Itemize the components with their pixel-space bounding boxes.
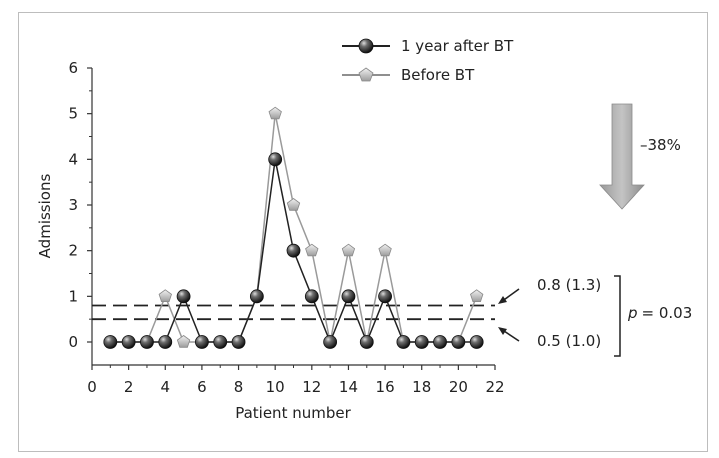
legend-marker-before (358, 67, 374, 82)
y-tick-label: 1 (68, 287, 78, 305)
p-value-text: = 0.03 (642, 304, 693, 322)
reduction-arrow (599, 103, 645, 210)
point-after (469, 335, 484, 349)
point-after (231, 335, 246, 349)
y-tick-label: 2 (68, 242, 78, 260)
x-tick-label: 20 (449, 378, 468, 396)
point-after (140, 335, 154, 349)
point-before (378, 243, 392, 257)
x-tick-label: 8 (234, 378, 244, 396)
x-tick-label: 12 (302, 378, 321, 396)
significance-bracket (614, 275, 621, 357)
legend-label-before: Before BT (401, 66, 475, 84)
x-tick-label: 22 (485, 378, 504, 396)
ref-label-lower: 0.5 (1.0) (537, 332, 601, 350)
legend: 1 year after BT Before BT (342, 37, 514, 84)
y-tick-label: 4 (68, 150, 78, 168)
x-tick-label: 0 (87, 378, 97, 396)
point-after (378, 289, 392, 304)
y-tick-label: 0 (68, 333, 78, 351)
point-after (195, 335, 209, 349)
x-tick-label: 10 (266, 378, 285, 396)
p-symbol: p (627, 304, 638, 322)
reduction-label: –38% (640, 136, 681, 154)
x-tick-label: 18 (412, 378, 431, 396)
point-before (268, 106, 282, 120)
y-tick-label: 6 (68, 59, 78, 77)
x-tick-label: 16 (376, 378, 395, 396)
y-tick-label: 5 (68, 105, 78, 123)
point-after (341, 289, 356, 304)
point-after (121, 335, 136, 349)
point-before (341, 243, 356, 257)
point-after (213, 335, 228, 349)
series-line-before (110, 113, 478, 343)
p-value: p = 0.03 (627, 304, 692, 322)
point-before (176, 335, 191, 348)
point-after (359, 335, 374, 349)
y-axis-label: Admissions (36, 174, 54, 259)
y-tick-label: 3 (68, 196, 78, 214)
legend-marker-after (358, 38, 374, 54)
point-after (286, 243, 301, 258)
chart-frame (18, 12, 708, 452)
point-after (103, 335, 118, 349)
x-tick-label: 6 (197, 378, 207, 396)
point-after (396, 335, 411, 349)
x-axis-label: Patient number (235, 404, 351, 422)
point-after (158, 335, 173, 349)
annotation-arrow-upper (498, 288, 520, 304)
ref-label-upper: 0.8 (1.3) (537, 276, 601, 294)
point-after (249, 289, 264, 304)
point-after (323, 335, 338, 349)
x-tick-label: 2 (124, 378, 134, 396)
x-tick-label: 14 (339, 378, 358, 396)
point-after (304, 289, 319, 304)
point-before (470, 289, 484, 303)
point-after (433, 335, 447, 349)
point-before (158, 289, 172, 303)
point-before (286, 198, 301, 211)
x-tick-label: 4 (160, 378, 170, 396)
point-before (305, 243, 319, 257)
point-after (414, 335, 429, 349)
point-after (451, 335, 466, 349)
point-after (176, 289, 191, 304)
annotation-arrow-lower (498, 327, 520, 342)
legend-label-after: 1 year after BT (401, 37, 514, 55)
point-after (268, 152, 283, 167)
